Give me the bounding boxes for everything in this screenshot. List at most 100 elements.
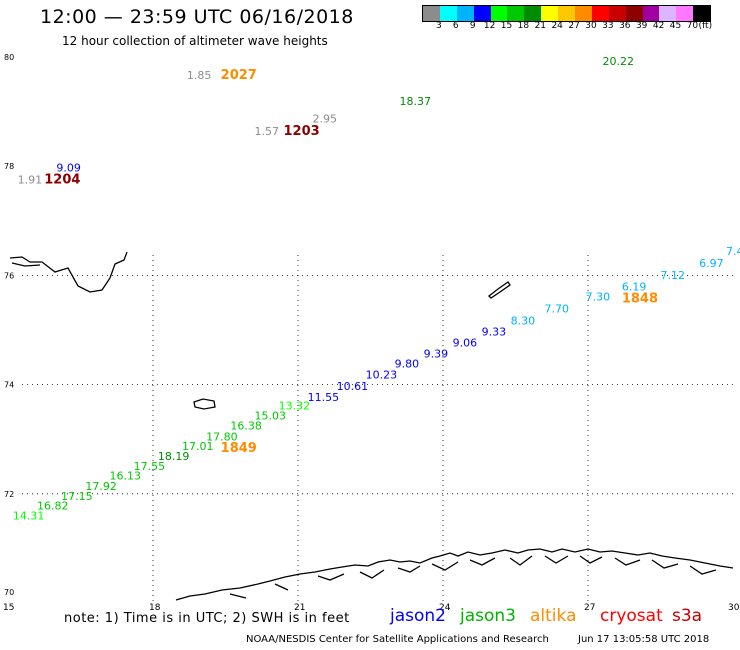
colorbar-swatch <box>558 6 576 21</box>
wave-height-value: 10.61 <box>337 380 369 393</box>
colorbar-label: 27 <box>568 21 580 31</box>
colorbar-swatch <box>575 6 592 21</box>
wave-height-value: 11.55 <box>308 391 340 404</box>
wave-height-value: 9.09 <box>56 162 80 175</box>
colorbar-swatch <box>642 6 660 21</box>
colorbar-label: 18 <box>517 21 530 31</box>
colorbar-label: 9 <box>469 21 476 31</box>
bear-island <box>193 398 216 410</box>
wave-height-value: 1.57 <box>255 125 280 138</box>
latitude-tick-label: 74 <box>4 381 14 390</box>
wave-height-value: 15.03 <box>255 410 287 423</box>
legend-entry-altika: altika <box>530 606 577 626</box>
colorbar-swatch <box>625 6 643 21</box>
wave-height-value: 13.32 <box>279 400 311 413</box>
colorbar-swatch <box>507 6 525 21</box>
wave-height-value: 7.70 <box>545 303 570 316</box>
legend-entry-jason2: jason2 <box>390 606 446 626</box>
wave-height-value: 18.37 <box>400 95 432 108</box>
colorbar-labels: 3 6 9 12 15 18 21 24 27 30 33 36 39 42 45 70 (ft) <box>422 21 740 35</box>
wave-height-value: 1.91 <box>18 174 42 187</box>
legend-entry-s3a: s3a <box>672 606 703 626</box>
generated-timestamp: Jun 17 13:05:58 UTC 2018 <box>578 634 710 645</box>
map-graticule: 15 18 21 24 27 30 80 78 76 74 72 70 <box>3 53 740 613</box>
colorbar-label: (ft) <box>698 21 713 31</box>
longitude-tick-label: 24 <box>439 603 451 613</box>
latitude-tick-label: 76 <box>4 271 14 280</box>
colorbar-swatch <box>693 6 711 21</box>
page-subtitle: 12 hour collection of altimeter wave hei… <box>62 34 328 48</box>
latitude-tick-label: 80 <box>4 53 14 62</box>
colorbar <box>422 5 712 22</box>
wave-height-value: 17.01 <box>182 440 214 453</box>
coastlines <box>9 251 734 601</box>
wave-height-value: 16.82 <box>37 500 69 513</box>
colorbar-label: 70 <box>686 21 699 31</box>
greenland-coastline <box>9 251 128 293</box>
colorbar-swatch <box>490 6 508 21</box>
colorbar-label: 12 <box>483 21 496 31</box>
latitude-tick-label: 78 <box>4 162 14 171</box>
legend-entry-jason3: jason3 <box>460 606 516 626</box>
colorbar-swatch <box>524 6 542 21</box>
colorbar-swatch <box>541 6 559 21</box>
wave-height-value: 6.97 <box>699 257 724 270</box>
wave-height-value: 1.85 <box>187 69 212 82</box>
pass-time-label: 2027 <box>221 68 257 83</box>
wave-height-value: 17.80 <box>206 430 238 443</box>
wave-height-value: 16.13 <box>110 470 142 483</box>
colorbar-label: 21 <box>534 21 547 31</box>
wave-height-value: 9.39 <box>424 347 449 360</box>
wave-height-value: 7.30 <box>586 291 611 304</box>
wave-height-value: 9.33 <box>482 325 507 338</box>
legend-entry-cryosat: cryosat <box>600 606 663 626</box>
wave-height-value: 8.30 <box>511 315 535 328</box>
wave-height-value: 17.92 <box>85 480 117 493</box>
longitude-tick-label: 18 <box>149 603 161 613</box>
colorbar-swatch <box>423 6 440 21</box>
colorbar-swatch <box>659 6 677 21</box>
latitude-tick-label: 72 <box>4 490 14 499</box>
wave-height-value: 14.31 <box>13 509 45 522</box>
colorbar-label: 39 <box>635 21 648 31</box>
latitude-tick-label: 70 <box>4 588 14 597</box>
wave-height-value: 9.06 <box>453 336 478 349</box>
longitude-tick-label: 30 <box>728 603 740 613</box>
wave-height-value: 20.22 <box>603 55 635 68</box>
credit-line: NOAA/NESDIS Center for Satellite Applica… <box>246 634 549 645</box>
colorbar-label: 33 <box>602 21 614 31</box>
wave-height-value: 18.19 <box>158 450 190 463</box>
longitude-tick-label: 15 <box>3 603 14 613</box>
hopen-island <box>488 281 511 299</box>
pass-time-label: 1848 <box>622 292 658 307</box>
longitude-tick-label: 21 <box>294 603 305 613</box>
wave-height-value: 9.80 <box>395 358 420 371</box>
norway-fjords <box>229 555 717 599</box>
wave-height-value: 7.4 <box>726 245 740 258</box>
colorbar-label: 36 <box>619 21 631 31</box>
colorbar-swatch <box>439 6 457 21</box>
colorbar-label: 24 <box>551 21 563 31</box>
wave-height-value: 10.23 <box>366 369 398 382</box>
pass-time-label: 1203 <box>284 124 320 139</box>
colorbar-label: 6 <box>452 21 459 31</box>
pass-time-label: 1204 <box>44 173 80 188</box>
wave-height-value: 2.95 <box>313 113 338 126</box>
colorbar-label: 42 <box>652 21 665 31</box>
wave-height-value: 17.15 <box>61 490 93 503</box>
colorbar-label: 45 <box>669 21 682 31</box>
norway-coastline <box>175 548 734 601</box>
colorbar-label: 3 <box>436 21 442 31</box>
colorbar-swatch <box>608 6 626 21</box>
longitude-tick-label: 27 <box>584 603 595 613</box>
colorbar-label: 15 <box>500 21 513 31</box>
colorbar-swatch <box>473 6 491 21</box>
wave-height-labels: 20.22 1.85 2027 18.37 2.95 1.57 1203 9.09 1.91 12… <box>13 55 740 522</box>
colorbar-label: 30 <box>585 21 597 31</box>
colorbar-swatch <box>676 6 694 21</box>
footer-note: note: 1) Time is in UTC; 2) SWH is in fe… <box>64 611 350 626</box>
wave-height-value: 6.19 <box>622 281 647 294</box>
wave-height-value: 7.12 <box>661 269 686 282</box>
page-title: 12:00 — 23:59 UTC 06/16/2018 <box>40 6 354 28</box>
wave-height-value: 16.38 <box>230 419 261 432</box>
